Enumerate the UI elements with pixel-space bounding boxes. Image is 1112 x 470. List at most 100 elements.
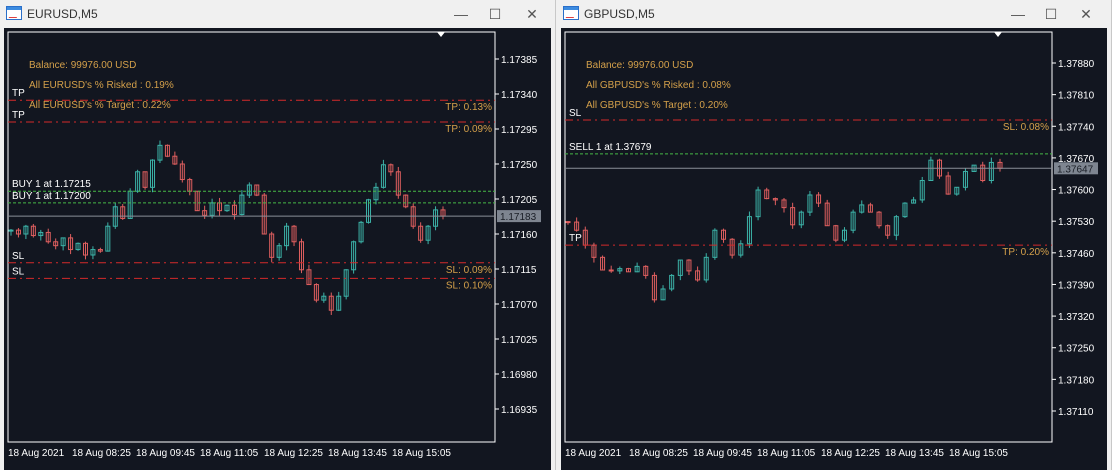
bull-candle [738, 243, 744, 256]
y-axis-label: 1.17160 [501, 230, 538, 241]
bull-candle [911, 199, 917, 204]
maximize-button[interactable]: ☐ [488, 6, 502, 22]
bull-candle [380, 164, 386, 188]
bear-candle [313, 284, 319, 301]
account-info-text: All EURUSD's % Target : 0.22% [29, 100, 171, 111]
x-axis-label: 18 Aug 11:05 [200, 448, 259, 459]
tp-level-label: TP [12, 110, 25, 121]
gbpusd-window[interactable]: GBPUSD,M5 — ☐ ✕ 1.37880 1.37810 1.37740 1.3… [557, 0, 1112, 470]
bear-candle [876, 211, 882, 227]
x-axis-label: 18 Aug 13:45 [885, 448, 944, 459]
bear-candle [790, 207, 796, 226]
title-bar[interactable]: GBPUSD,M5 — ☐ ✕ [557, 0, 1111, 28]
bear-candle [120, 206, 126, 219]
bull-candle [373, 186, 379, 201]
bull-candle [38, 231, 44, 237]
bear-candle [781, 199, 787, 209]
x-axis-label: 18 Aug 13:45 [328, 448, 387, 459]
account-info-text: All GBPUSD's % Target : 0.20% [586, 100, 728, 111]
price-chart[interactable]: 1.17385 1.17340 1.17295 1.17250 1.17205 1.171… [4, 28, 551, 470]
bear-candle [298, 241, 304, 271]
bull-candle [8, 229, 14, 232]
bear-candle [686, 259, 692, 272]
bear-candle [403, 194, 409, 208]
maximize-button[interactable]: ☐ [1044, 6, 1058, 22]
y-axis-label: 1.17115 [501, 265, 537, 276]
sl-percent-label: SL: 0.09% [446, 265, 492, 276]
bull-candle [425, 225, 431, 241]
shift-marker-icon[interactable] [994, 32, 1002, 37]
minimize-button[interactable]: — [454, 6, 468, 22]
x-axis-label: 18 Aug 09:45 [136, 448, 195, 459]
bull-candle [954, 186, 960, 195]
close-button[interactable]: ✕ [1080, 6, 1092, 22]
bull-candle [660, 288, 666, 301]
bull-candle [75, 242, 81, 251]
bull-candle [919, 180, 925, 201]
y-axis-label: 1.37460 [1058, 249, 1095, 260]
bull-candle [841, 229, 847, 241]
bull-candle [239, 194, 245, 216]
bear-candle [202, 210, 208, 216]
y-axis-label: 1.17250 [501, 160, 538, 171]
bear-candle [82, 242, 88, 256]
x-axis-label: 18 Aug 09:45 [693, 448, 752, 459]
account-info-text: All GBPUSD's % Risked : 0.08% [586, 80, 731, 91]
bear-candle [53, 241, 59, 247]
chart-canvas[interactable]: 1.17385 1.17340 1.17295 1.17250 1.17205 1.171… [4, 28, 551, 470]
bear-candle [30, 225, 36, 237]
bull-candle [755, 189, 761, 218]
bear-candle [291, 225, 297, 243]
y-axis-label: 1.17205 [501, 195, 538, 206]
tp-level-label: TP [12, 88, 25, 99]
y-axis-label: 1.37250 [1058, 344, 1095, 355]
bull-candle [634, 265, 640, 273]
bull-candle [893, 216, 899, 236]
bear-candle [97, 249, 103, 252]
current-price-label: 1.37647 [1057, 164, 1094, 175]
y-axis-label: 1.16935 [501, 405, 538, 416]
bull-candle [358, 221, 364, 243]
bull-candle [343, 269, 349, 297]
bear-candle [565, 221, 571, 224]
bull-candle [351, 241, 357, 271]
current-price-label: 1.17183 [500, 212, 537, 223]
bull-candle [433, 209, 439, 227]
price-chart[interactable]: 1.37880 1.37810 1.37740 1.37670 1.37600 1.375… [561, 28, 1107, 470]
account-info-text: All EURUSD's % Risked : 0.19% [29, 80, 174, 91]
bull-candle [798, 211, 804, 226]
bear-candle [142, 171, 148, 188]
bear-candle [388, 164, 394, 173]
sl-level-label: SL [12, 251, 25, 262]
bull-candle [712, 229, 718, 258]
bear-candle [600, 256, 606, 271]
bear-candle [164, 144, 170, 157]
y-axis-label: 1.17295 [501, 125, 538, 136]
plot-border [7, 31, 496, 443]
x-axis-label: 18 Aug 11:05 [757, 448, 816, 459]
close-button[interactable]: ✕ [526, 6, 538, 22]
bull-candle [677, 259, 683, 276]
bull-candle [366, 199, 372, 223]
eurusd-window[interactable]: EURUSD,M5 — ☐ ✕ 1.17385 1.17340 1.17295 1.1… [0, 0, 556, 470]
bear-candle [721, 229, 727, 240]
bull-candle [703, 256, 709, 281]
bull-candle [962, 170, 968, 188]
bull-candle [157, 144, 163, 161]
bear-candle [867, 204, 873, 213]
bear-candle [574, 221, 580, 231]
sl-percent-label: SL: 0.08% [1003, 122, 1049, 133]
bull-candle [284, 225, 290, 247]
entry-level-label: BUY 1 at 1.17200 [12, 191, 91, 202]
x-axis-label: 18 Aug 08:25 [629, 448, 688, 459]
title-bar[interactable]: EURUSD,M5 — ☐ ✕ [0, 0, 555, 28]
bear-candle [15, 229, 21, 235]
minimize-button[interactable]: — [1011, 6, 1025, 22]
account-info-text: Balance: 99976.00 USD [586, 60, 693, 71]
x-axis-label: 18 Aug 15:05 [392, 448, 451, 459]
bear-candle [179, 163, 185, 181]
bear-candle [194, 190, 200, 212]
sl-level-label: SL [569, 108, 582, 119]
shift-marker-icon[interactable] [437, 32, 445, 37]
chart-canvas[interactable]: 1.37880 1.37810 1.37740 1.37670 1.37600 1.375… [561, 28, 1107, 470]
